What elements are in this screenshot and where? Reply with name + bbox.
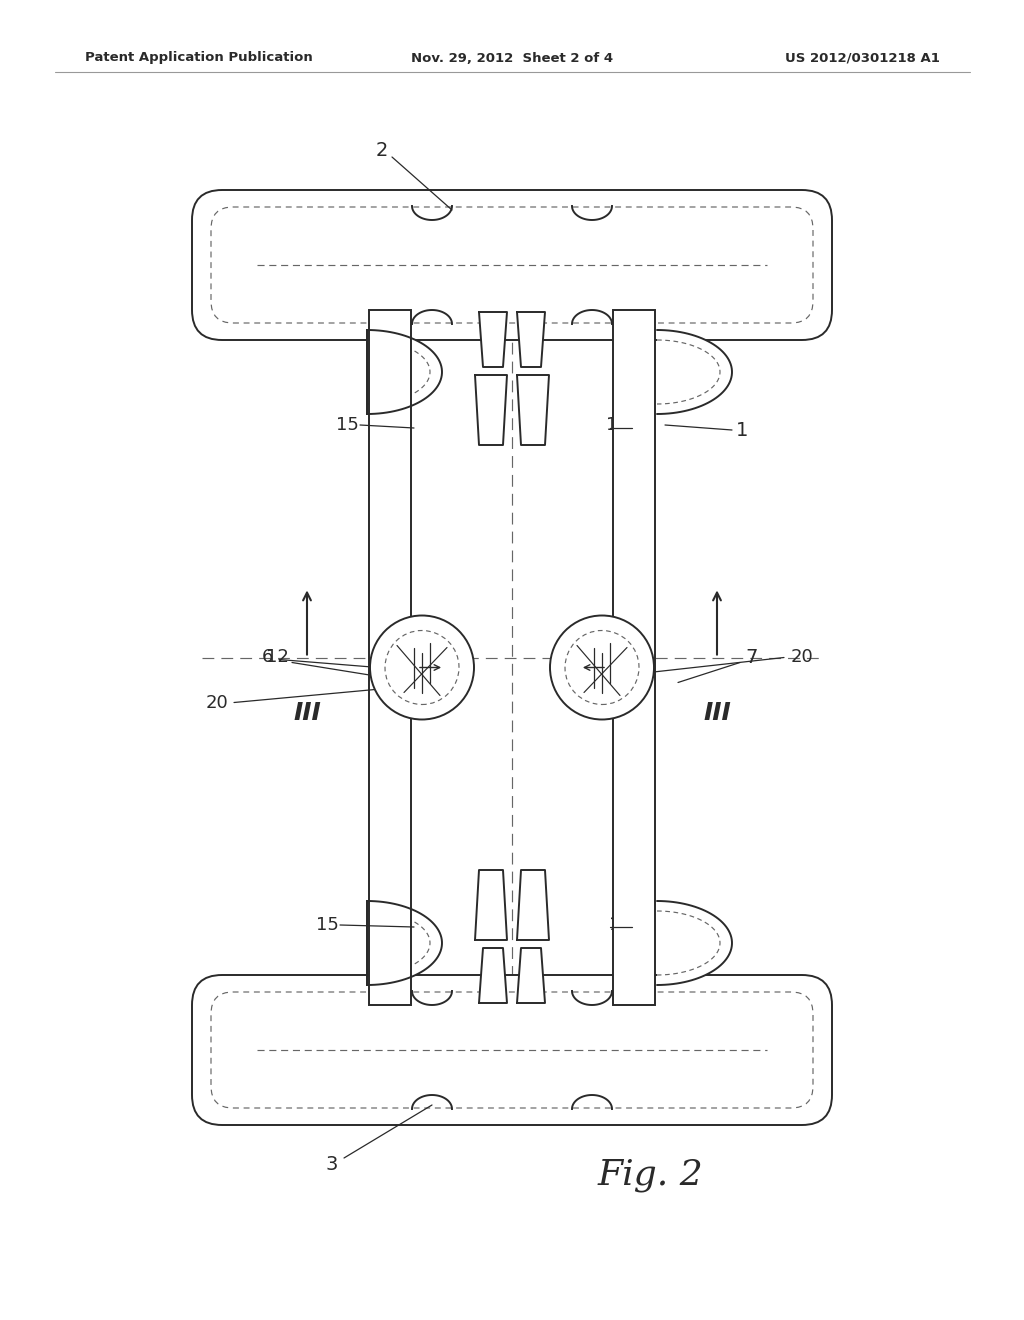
Bar [409, 668, 437, 706]
Circle shape [550, 615, 654, 719]
Circle shape [385, 631, 459, 705]
Polygon shape [479, 312, 507, 367]
FancyBboxPatch shape [211, 993, 813, 1107]
Text: Nov. 29, 2012  Sheet 2 of 4: Nov. 29, 2012 Sheet 2 of 4 [411, 51, 613, 65]
Circle shape [565, 631, 639, 705]
Polygon shape [517, 870, 549, 940]
Text: Fig. 2: Fig. 2 [597, 1158, 702, 1192]
Polygon shape [475, 870, 507, 940]
FancyBboxPatch shape [193, 190, 831, 341]
Text: III: III [703, 701, 731, 725]
Polygon shape [367, 902, 442, 985]
Text: 15: 15 [608, 916, 632, 935]
Bar [613, 310, 655, 1005]
Text: 20: 20 [206, 693, 228, 711]
Polygon shape [657, 330, 732, 414]
Bar [369, 310, 411, 1005]
Text: 20: 20 [791, 648, 813, 667]
FancyBboxPatch shape [211, 207, 813, 323]
Polygon shape [367, 330, 442, 414]
Bar [587, 668, 615, 706]
Polygon shape [517, 375, 549, 445]
Text: 15: 15 [605, 416, 629, 434]
Polygon shape [517, 948, 545, 1003]
Text: 2: 2 [376, 140, 388, 160]
Text: 3: 3 [326, 1155, 338, 1175]
Text: US 2012/0301218 A1: US 2012/0301218 A1 [785, 51, 940, 65]
Text: 12: 12 [265, 648, 289, 667]
Polygon shape [517, 312, 545, 367]
Polygon shape [479, 948, 507, 1003]
Text: III: III [293, 701, 321, 725]
Text: 7: 7 [745, 648, 758, 667]
Text: Patent Application Publication: Patent Application Publication [85, 51, 312, 65]
Polygon shape [657, 902, 732, 985]
FancyBboxPatch shape [193, 975, 831, 1125]
Text: 6: 6 [261, 648, 272, 667]
Circle shape [370, 615, 474, 719]
Polygon shape [475, 375, 507, 445]
Text: 15: 15 [315, 916, 339, 935]
Text: 1: 1 [736, 421, 749, 440]
Text: 15: 15 [336, 416, 358, 434]
